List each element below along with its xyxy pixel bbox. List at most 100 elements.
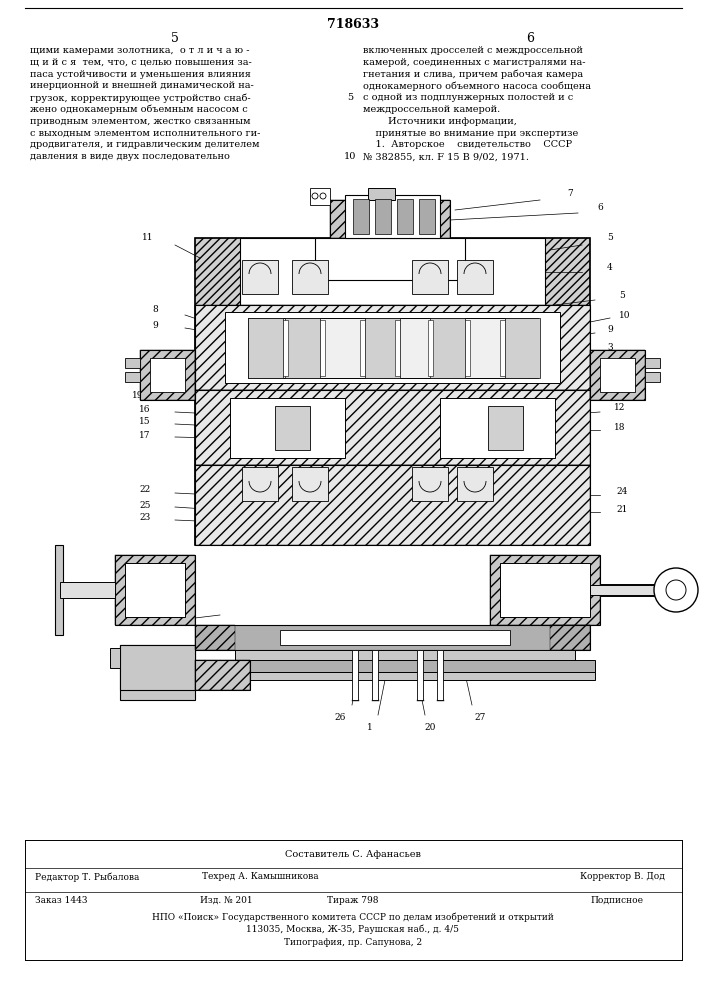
Text: 13: 13	[139, 377, 151, 386]
Bar	[195, 660, 250, 690]
Bar	[195, 465, 590, 545]
Text: 22: 22	[139, 486, 151, 494]
Bar	[60, 582, 115, 598]
Text: давления в виде двух последовательно: давления в виде двух последовательно	[30, 152, 230, 161]
Bar	[248, 318, 538, 378]
Bar	[292, 467, 328, 501]
Text: щими камерами золотника,  о т л и ч а ю -: щими камерами золотника, о т л и ч а ю -	[30, 46, 250, 55]
Bar	[230, 398, 345, 458]
Circle shape	[320, 193, 326, 199]
Bar	[353, 199, 369, 234]
Text: 24: 24	[617, 488, 628, 496]
Text: НПО «Поиск» Государственного комитета СССР по делам изобретений и открытий: НПО «Поиск» Государственного комитета СС…	[152, 912, 554, 922]
Bar	[365, 318, 400, 378]
Bar	[430, 318, 465, 378]
Text: 718633: 718633	[327, 18, 379, 31]
Bar	[140, 350, 195, 400]
Bar	[125, 563, 185, 617]
Text: 18: 18	[614, 424, 626, 432]
Text: 6: 6	[597, 202, 603, 212]
Text: 10: 10	[344, 152, 356, 161]
Bar	[645, 358, 660, 368]
Text: 6: 6	[526, 32, 534, 45]
Text: 5: 5	[171, 32, 179, 45]
Bar	[395, 320, 400, 376]
Bar	[285, 318, 320, 378]
Bar	[330, 200, 450, 238]
Text: междроссельной камерой.: междроссельной камерой.	[363, 105, 501, 114]
Text: Заказ 1443: Заказ 1443	[35, 896, 88, 905]
Bar	[195, 238, 590, 545]
Text: однокамерного объемного насоса сообщена: однокамерного объемного насоса сообщена	[363, 81, 591, 91]
Text: 25: 25	[139, 500, 151, 510]
Text: Редактор Т. Рыбалова: Редактор Т. Рыбалова	[35, 872, 139, 882]
Circle shape	[654, 568, 698, 612]
Text: 21: 21	[617, 506, 628, 514]
Bar	[600, 584, 660, 596]
Bar	[440, 398, 555, 458]
Bar	[412, 467, 448, 501]
Bar	[280, 630, 510, 645]
Bar	[195, 625, 590, 650]
Bar	[292, 260, 328, 294]
Bar	[320, 320, 325, 376]
Text: принятые во внимание при экспертизе: принятые во внимание при экспертизе	[363, 129, 578, 138]
Bar	[110, 648, 120, 668]
Text: № 382855, кл. F 15 В 9/02, 1971.: № 382855, кл. F 15 В 9/02, 1971.	[363, 152, 529, 161]
Circle shape	[666, 580, 686, 600]
Text: 7: 7	[567, 188, 573, 198]
Bar	[465, 320, 470, 376]
Bar	[345, 195, 440, 238]
Bar	[242, 467, 278, 501]
Bar	[437, 650, 443, 700]
Bar	[195, 660, 250, 690]
Bar	[660, 584, 680, 596]
Bar	[195, 625, 235, 650]
Bar	[505, 318, 540, 378]
Bar	[195, 390, 590, 465]
Text: 12: 12	[614, 403, 626, 412]
Text: 14: 14	[617, 365, 628, 374]
Bar	[125, 358, 140, 368]
Text: 10: 10	[619, 310, 631, 320]
Text: 5: 5	[607, 232, 613, 241]
Text: 8: 8	[152, 306, 158, 314]
Text: 20: 20	[424, 724, 436, 732]
Text: 5: 5	[347, 93, 353, 102]
Text: 26: 26	[334, 714, 346, 722]
Bar	[368, 188, 395, 200]
Bar	[115, 555, 195, 625]
Text: 15: 15	[139, 418, 151, 426]
Bar	[428, 320, 433, 376]
Bar	[283, 320, 288, 376]
Text: Источники информации,: Источники информации,	[363, 117, 517, 126]
Text: 23: 23	[139, 514, 151, 522]
Text: 9: 9	[152, 320, 158, 330]
Bar	[195, 305, 590, 390]
Text: гнетания и слива, причем рабочая камера: гнетания и слива, причем рабочая камера	[363, 70, 583, 79]
Text: приводным элементом, жестко связанным: приводным элементом, жестко связанным	[30, 117, 250, 126]
Text: щ и й с я  тем, что, с целью повышения за-: щ и й с я тем, что, с целью повышения за…	[30, 58, 252, 67]
Text: 1: 1	[367, 724, 373, 732]
Text: 1.  Авторское    свидетельство    СССР: 1. Авторское свидетельство СССР	[363, 140, 572, 149]
Bar	[115, 555, 195, 625]
Text: Типография, пр. Сапунова, 2: Типография, пр. Сапунова, 2	[284, 938, 422, 947]
Text: дродвигателя, и гидравлическим делителем: дродвигателя, и гидравлическим делителем	[30, 140, 259, 149]
Text: 17: 17	[139, 432, 151, 440]
Bar	[590, 350, 645, 400]
Bar	[235, 650, 575, 660]
Bar	[457, 260, 493, 294]
Text: с выходным элементом исполнительного ги-: с выходным элементом исполнительного ги-	[30, 129, 260, 138]
Text: включенных дросселей с междроссельной: включенных дросселей с междроссельной	[363, 46, 583, 55]
Text: Составитель С. Афанасьев: Составитель С. Афанасьев	[285, 850, 421, 859]
Bar	[600, 358, 635, 392]
Bar	[315, 238, 465, 280]
Bar	[195, 238, 590, 545]
Text: 113035, Москва, Ж-35, Раушская наб., д. 4/5: 113035, Москва, Ж-35, Раушская наб., д. …	[247, 925, 460, 934]
Text: Корректор В. Дод: Корректор В. Дод	[580, 872, 665, 881]
Bar	[490, 555, 600, 625]
Bar	[360, 320, 365, 376]
Text: инерционной и внешней динамической на-: инерционной и внешней динамической на-	[30, 81, 254, 90]
Text: паса устойчивости и уменьшения влияния: паса устойчивости и уменьшения влияния	[30, 70, 251, 79]
Bar	[397, 199, 413, 234]
